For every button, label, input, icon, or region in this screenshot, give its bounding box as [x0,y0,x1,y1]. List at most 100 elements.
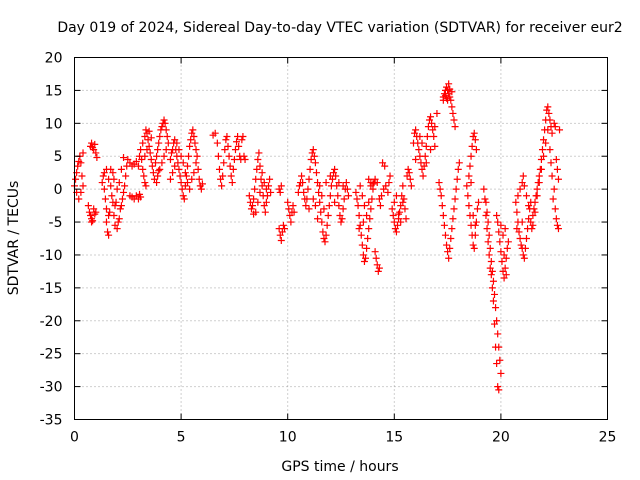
data-point [98,179,106,187]
data-point [437,192,445,200]
data-point [117,165,125,173]
data-point [404,165,412,173]
data-point [149,169,157,177]
data-point [495,228,503,236]
data-point [277,236,285,244]
data-point [373,179,381,187]
data-point [245,192,253,200]
data-point [516,185,524,193]
data-point [105,231,113,239]
data-point [355,225,363,233]
data-point [92,208,100,216]
data-point [263,192,271,200]
ticks: 0 5 10 15 20 25 20 15 10 5 0 -5 -10 -15 -20 -25 -30 -35 [40,51,617,446]
data-point [231,146,239,154]
data-point [544,126,552,134]
data-point [260,179,268,187]
data-point [177,152,185,160]
data-point [472,146,480,154]
data-point [436,185,444,193]
data-point [93,154,101,162]
data-point [326,192,334,200]
data-point [544,103,552,111]
data-point [465,172,473,180]
data-point [537,165,545,173]
data-point [448,103,456,111]
data-point [386,172,394,180]
data-point [519,172,527,180]
data-point [193,152,201,160]
data-point [542,139,550,147]
data-point [88,218,96,226]
data-point [482,198,490,206]
data-point [289,202,297,210]
data-point [198,180,206,188]
data-point [389,211,397,219]
data-point [471,221,479,229]
data-point [316,198,324,206]
y-tick-label: 10 [45,116,63,132]
data-point [355,211,363,219]
data-point [407,182,415,190]
data-point [492,343,500,351]
data-point [480,185,488,193]
data-point [405,169,413,177]
data-point [365,225,373,233]
data-point [153,179,161,187]
data-point [400,195,408,203]
data-point [178,185,186,193]
data-point [483,208,491,216]
data-point [284,198,292,206]
data-point [238,136,246,144]
data-point [416,132,424,140]
data-point [520,254,528,262]
y-tick-label: -35 [40,413,63,429]
data-point [138,156,146,164]
data-point [529,221,537,229]
data-point [503,244,511,252]
data-point [253,165,261,173]
data-point [223,132,231,140]
data-point [385,179,393,187]
data-point [475,198,483,206]
data-point [486,264,494,272]
data-point [156,132,164,140]
data-point [525,202,533,210]
data-point [551,205,559,213]
data-point [445,254,453,262]
data-point [102,205,110,213]
data-point [445,80,453,88]
data-point [169,169,177,177]
data-point [397,218,405,226]
data-point [538,146,546,154]
data-point [79,149,87,157]
data-point [547,159,555,167]
data-point [535,172,543,180]
data-point [549,195,557,203]
data-point [285,205,293,213]
data-point [494,383,502,391]
data-point [79,182,87,190]
data-point [516,235,524,242]
data-point [367,205,375,213]
data-point [483,225,491,233]
data-point [254,156,262,164]
data-point [452,185,460,193]
data-point [106,208,114,216]
data-point [156,165,164,173]
data-point [168,149,176,157]
data-point [154,146,162,154]
data-point [556,126,564,134]
data-point [491,320,499,328]
data-point [469,241,477,249]
data-point [310,152,318,160]
data-point [381,162,389,170]
y-tick-label: -15 [40,281,63,297]
data-point [152,159,160,167]
data-point [427,146,435,154]
data-point [191,139,199,147]
data-point [431,123,439,131]
data-point [545,109,553,117]
data-point [262,185,270,193]
data-point [517,241,525,249]
